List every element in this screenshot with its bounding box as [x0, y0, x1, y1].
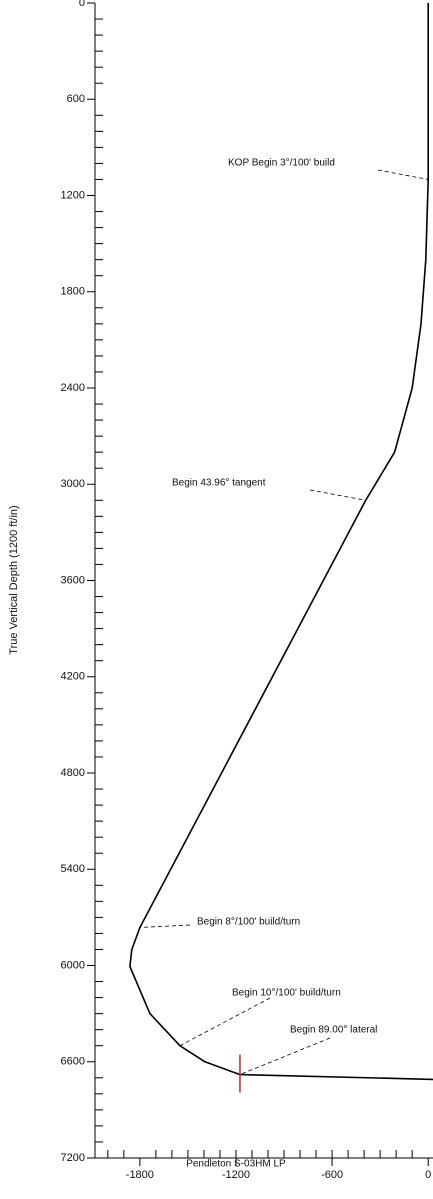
y-tick-label: 1200	[61, 189, 85, 201]
leader-line	[179, 997, 271, 1047]
y-tick-label: 2400	[61, 382, 85, 394]
y-tick-label: 3600	[61, 574, 85, 586]
leader-line	[309, 489, 366, 501]
y-tick-label: 6600	[61, 1056, 85, 1068]
annotation: Begin 43.96° tangent	[172, 478, 266, 489]
y-tick-label: 1800	[61, 286, 85, 298]
x-tick-label: -1200	[222, 1169, 250, 1181]
leader-line	[139, 924, 191, 928]
annotation: Begin 10°/100' build/turn	[232, 988, 341, 999]
x-tick-label: -1800	[126, 1169, 154, 1181]
y-tick-label: 7200	[61, 1152, 85, 1164]
leader-line	[377, 169, 429, 180]
y-axis-label: True Vertical Depth (1200 ft/in)	[8, 505, 20, 654]
y-tick-label: 4800	[61, 767, 85, 779]
annotation: Begin 8°/100' build/turn	[197, 917, 300, 928]
y-tick-label: 3000	[61, 478, 85, 490]
x-tick-label: 0	[425, 1169, 431, 1181]
target-label: Pendleton S-03HM LP	[186, 1159, 286, 1170]
leader-line	[239, 1037, 331, 1075]
annotation: Begin 89.00° lateral	[290, 1025, 377, 1036]
x-tick-label: -600	[321, 1169, 343, 1181]
y-tick-label: 600	[67, 93, 85, 105]
y-tick-label: 6000	[61, 959, 85, 971]
annotation: KOP Begin 3°/100' build	[228, 158, 335, 169]
y-tick-label: 4200	[61, 671, 85, 683]
y-tick-label: 5400	[61, 863, 85, 875]
y-tick-label: 0	[79, 0, 85, 9]
